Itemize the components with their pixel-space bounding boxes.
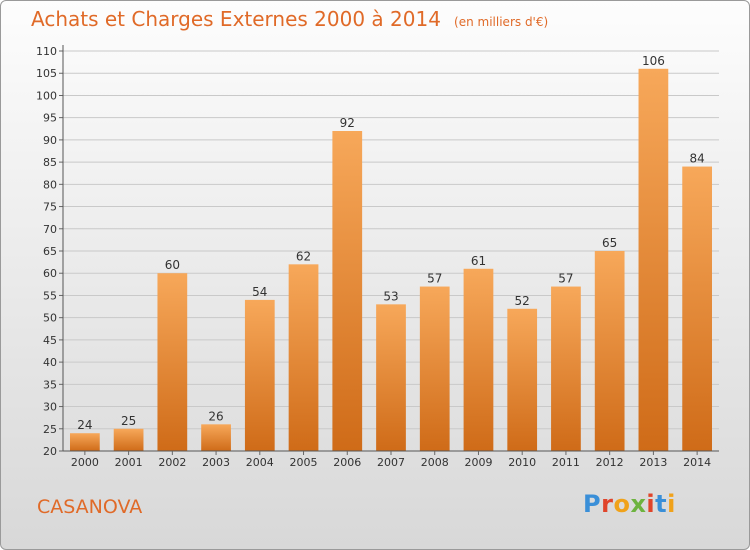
- axes: 20 25 30 35 40 45 50 55 60 65 70 75 80 85 90 95 100 105 11…: [36, 45, 719, 469]
- bar-2007: [376, 304, 406, 451]
- y-tick-label: 95: [43, 112, 57, 125]
- y-tick-label: 70: [43, 223, 57, 236]
- value-label: 26: [208, 409, 223, 423]
- x-tick-label: 2001: [115, 456, 143, 469]
- y-tick-label: 65: [43, 245, 57, 258]
- bar-2009: [463, 268, 494, 451]
- logo-letter: i: [667, 490, 676, 518]
- chart-title: Achats et Charges Externes 2000 à 2014 (…: [31, 7, 548, 31]
- value-label: 24: [77, 418, 92, 432]
- x-tick-label: 2009: [464, 456, 492, 469]
- bar-2010: [507, 308, 538, 451]
- value-label: 65: [602, 236, 617, 250]
- bars: 24 25 60 26 54 62 92 53 57 61 52 57 65 106 84: [69, 54, 713, 452]
- value-label: 57: [558, 272, 573, 286]
- y-tick-label: 100: [36, 89, 57, 102]
- chart-title-main: Achats et Charges Externes 2000 à 2014: [31, 7, 441, 31]
- x-tick-label: 2008: [421, 456, 449, 469]
- value-label: 54: [252, 285, 267, 299]
- logo-letter: r: [601, 490, 614, 518]
- y-tick-label: 80: [43, 178, 57, 191]
- logo-letter: x: [630, 490, 647, 518]
- y-tick-label: 35: [43, 378, 57, 391]
- bar-2001: [113, 428, 144, 451]
- value-label: 62: [296, 249, 311, 263]
- x-tick-label: 2014: [683, 456, 711, 469]
- y-tick-label: 110: [36, 45, 57, 58]
- value-label: 25: [121, 414, 136, 428]
- bar-2005: [288, 264, 319, 451]
- value-label: 60: [165, 258, 180, 272]
- value-label: 57: [427, 272, 442, 286]
- value-label: 84: [689, 152, 704, 166]
- bar-2012: [594, 251, 625, 451]
- value-label: 53: [383, 289, 398, 303]
- bar-2011: [551, 286, 581, 451]
- x-tick-label: 2007: [377, 456, 405, 469]
- value-label: 61: [471, 254, 486, 268]
- value-label: 52: [515, 294, 530, 308]
- bar-2003: [201, 424, 231, 451]
- y-tick-label: 105: [36, 67, 57, 80]
- proxiti-logo: Proxiti: [583, 490, 676, 518]
- bar-2002: [157, 273, 188, 451]
- x-tick-label: 2002: [158, 456, 186, 469]
- y-tick-label: 40: [43, 356, 57, 369]
- bar-2004: [244, 299, 275, 451]
- logo-letter: o: [613, 490, 631, 518]
- x-tick-label: 2006: [333, 456, 361, 469]
- chart-title-unit: (en milliers d'€): [454, 15, 549, 29]
- logo-letter: P: [583, 490, 602, 518]
- value-label: 92: [340, 116, 355, 130]
- y-tick-label: 60: [43, 267, 57, 280]
- x-tick-label: 2004: [246, 456, 274, 469]
- y-tick-label: 25: [43, 423, 57, 436]
- y-tick-label: 75: [43, 201, 57, 214]
- logo-letter: i: [646, 490, 656, 518]
- y-tick-label: 20: [43, 445, 57, 458]
- x-tick-label: 2005: [290, 456, 318, 469]
- bar-2006: [332, 131, 363, 451]
- logo-letter: t: [655, 490, 668, 518]
- bar-2000: [69, 433, 100, 451]
- value-label: 106: [642, 54, 665, 68]
- x-tick-label: 2010: [508, 456, 536, 469]
- bar-2008: [419, 286, 450, 451]
- bar-2013: [638, 68, 669, 452]
- y-tick-label: 50: [43, 312, 57, 325]
- x-tick-label: 2003: [202, 456, 230, 469]
- y-tick-label: 85: [43, 156, 57, 169]
- x-tick-label: 2013: [639, 456, 667, 469]
- x-tick-label: 2012: [596, 456, 624, 469]
- bar-2014: [682, 166, 713, 452]
- x-tick-label: 2000: [71, 456, 99, 469]
- y-tick-label: 30: [43, 401, 57, 414]
- y-tick-label: 90: [43, 134, 57, 147]
- y-tick-label: 55: [43, 289, 57, 302]
- y-tick-label: 45: [43, 334, 57, 347]
- x-tick-label: 2011: [552, 456, 580, 469]
- commune-name: CASANOVA: [37, 496, 143, 518]
